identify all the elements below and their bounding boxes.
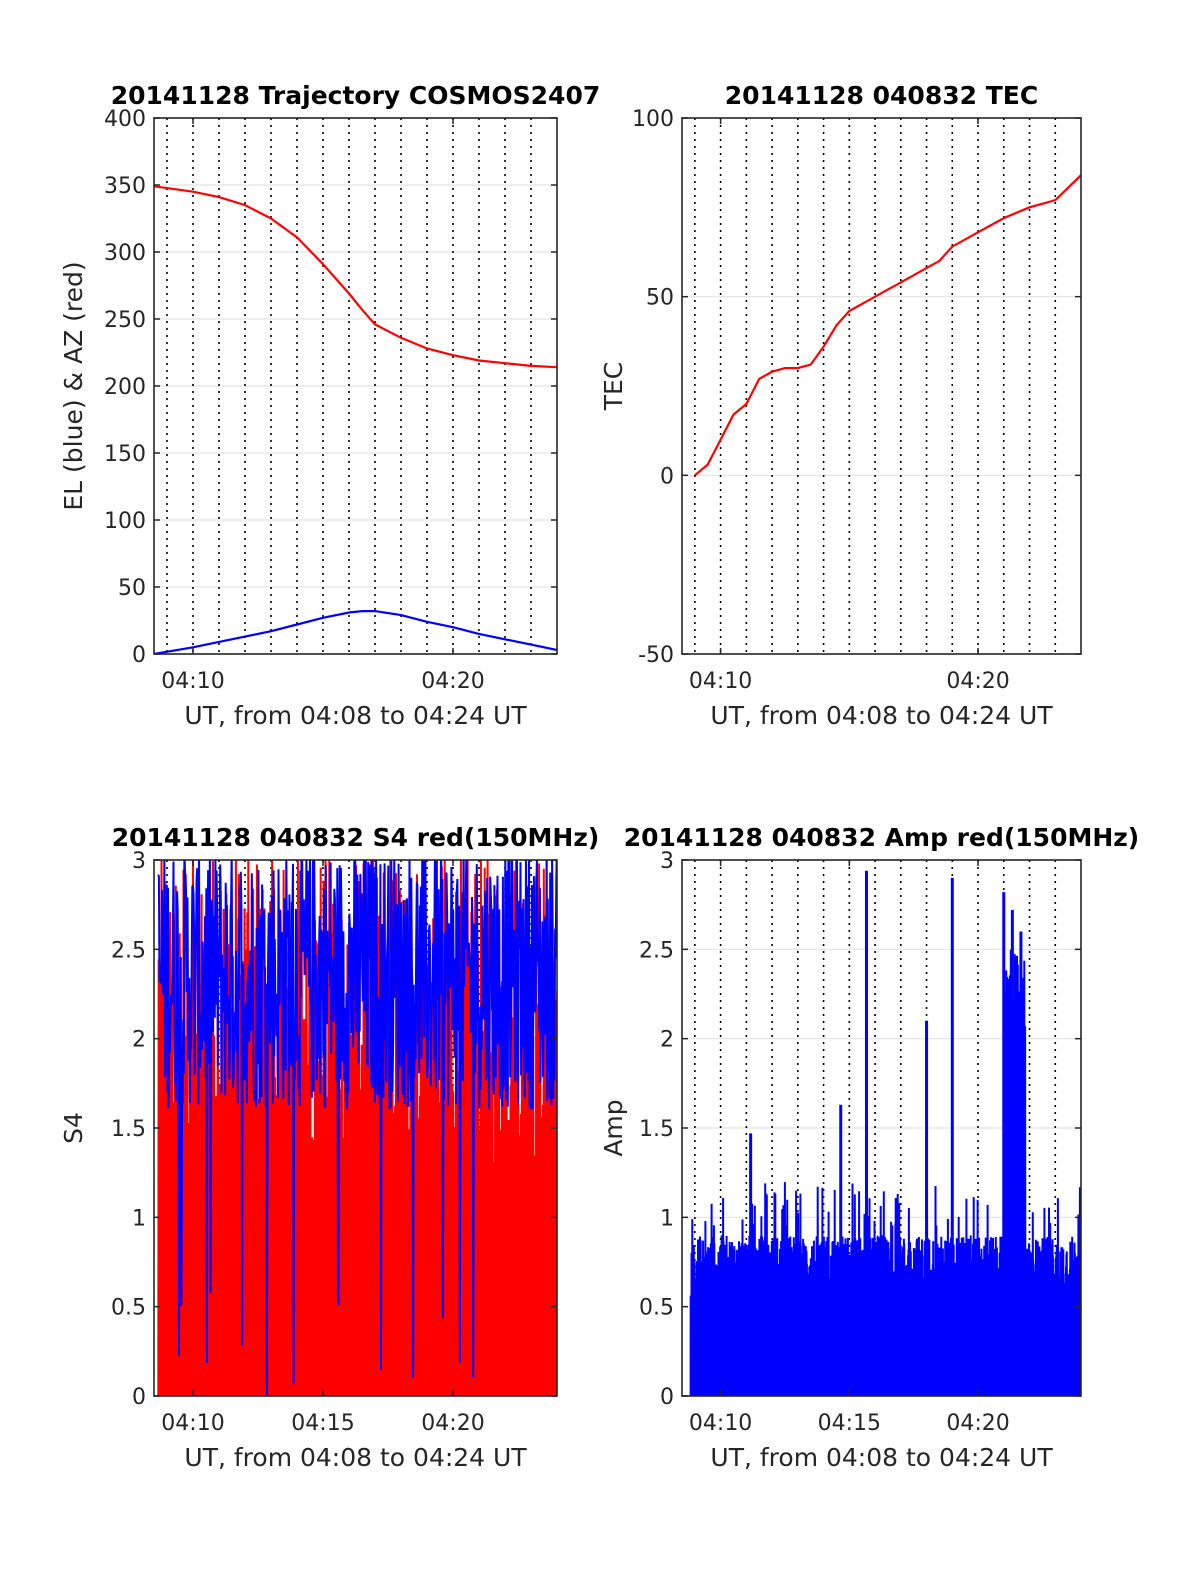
series-line-blue <box>689 949 1081 1396</box>
y-tick-label: 1.5 <box>639 1117 674 1142</box>
chart-panel-4: 0 0.5 1 1.5 2 2.5 3 04:10 04:15 04:20 20141128 040… <box>599 823 1139 1472</box>
x-tick-label: 04:20 <box>946 669 1009 694</box>
plot-area <box>154 185 557 654</box>
x-axis-label: UT, from 04:08 to 04:24 UT <box>184 1443 527 1472</box>
y-axis-label: S4 <box>59 1112 88 1144</box>
x-tick-label: 04:20 <box>421 1411 484 1436</box>
x-tick-label: 04:20 <box>946 1411 1009 1436</box>
series-line-2 <box>154 609 557 654</box>
y-axis-label: Amp <box>599 1099 628 1156</box>
chart-title: 20141128 040832 TEC <box>725 81 1038 110</box>
y-tick-label: 2 <box>132 1028 146 1053</box>
x-tick-label: 04:10 <box>161 669 224 694</box>
y-tick-label: 50 <box>646 286 674 311</box>
y-tick-label: 0 <box>660 464 674 489</box>
chart-title: 20141128 040832 Amp red(150MHz) <box>624 823 1140 852</box>
y-tick-label: 50 <box>118 576 146 601</box>
x-tick-label: 04:10 <box>689 669 752 694</box>
x-tick-label: 04:10 <box>161 1411 224 1436</box>
x-tick-label: 04:20 <box>421 669 484 694</box>
x-tick-label: 04:15 <box>291 1411 354 1436</box>
y-axis-label: TEC <box>599 362 628 412</box>
y-tick-label: 1 <box>132 1206 146 1231</box>
y-tick-label: 0 <box>660 1385 674 1410</box>
series-line-1 <box>694 174 1081 477</box>
x-axis-label: UT, from 04:08 to 04:24 UT <box>710 701 1053 730</box>
y-tick-label: 100 <box>632 107 674 132</box>
x-axis-label: UT, from 04:08 to 04:24 UT <box>710 1443 1053 1472</box>
chart-title: 20141128 Trajectory COSMOS2407 <box>111 81 601 110</box>
y-tick-label: 250 <box>104 308 146 333</box>
y-tick-label: 2.5 <box>639 938 674 963</box>
y-tick-label: 300 <box>104 241 146 266</box>
y-tick-label: 2.5 <box>111 938 146 963</box>
y-tick-label: 1.5 <box>111 1117 146 1142</box>
y-tick-label: 1 <box>660 1206 674 1231</box>
chart-panel-2: -50 0 50 100 04:10 04:20 20141128 040832 TEC UT… <box>599 81 1082 730</box>
y-tick-label: 0.5 <box>111 1296 146 1321</box>
y-tick-label: 0.5 <box>639 1296 674 1321</box>
plot-area <box>694 174 1081 477</box>
series-line-blue <box>157 860 557 1395</box>
y-tick-label: 0 <box>132 643 146 668</box>
chart-panel-1: 0 50 100 150 200 250 300 350 400 04:10 04:20 201411… <box>59 81 600 730</box>
y-tick-label: 400 <box>104 107 146 132</box>
y-tick-label: 100 <box>104 509 146 534</box>
chart-title: 20141128 040832 S4 red(150MHz) <box>112 823 600 852</box>
y-tick-label: 0 <box>132 1385 146 1410</box>
y-tick-label: 2 <box>660 1028 674 1053</box>
plot-area <box>157 860 557 1396</box>
x-tick-label: 04:10 <box>689 1411 752 1436</box>
y-axis-label: EL (blue) & AZ (red) <box>59 261 88 510</box>
y-tick-label: 200 <box>104 375 146 400</box>
chart-panel-3: 0 0.5 1 1.5 2 2.5 3 04:10 04:15 04:20 20141128 040… <box>59 823 599 1472</box>
y-tick-label: -50 <box>638 643 674 668</box>
y-tick-label: 150 <box>104 442 146 467</box>
y-tick-label: 3 <box>132 849 146 874</box>
y-tick-label: 3 <box>660 849 674 874</box>
axes-box <box>681 117 1082 655</box>
plot-area <box>689 870 1081 1396</box>
series-line-1 <box>154 185 557 369</box>
y-tick-label: 350 <box>104 174 146 199</box>
x-tick-label: 04:15 <box>818 1411 881 1436</box>
x-axis-label: UT, from 04:08 to 04:24 UT <box>184 701 527 730</box>
series-line-red <box>157 860 557 1396</box>
